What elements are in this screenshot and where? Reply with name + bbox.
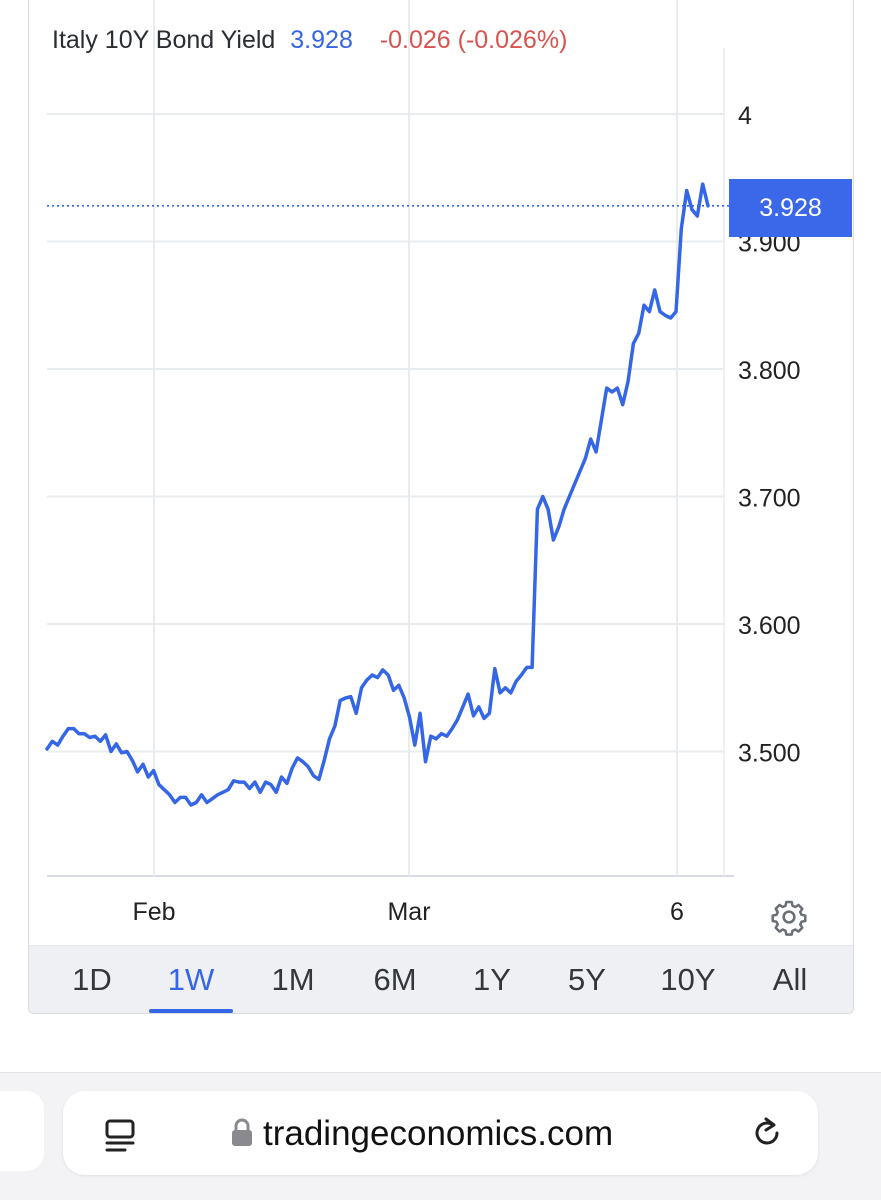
- y-tick-label: 3.500: [738, 740, 801, 768]
- price-change: -0.026 (-0.026%): [379, 26, 568, 54]
- gear-icon[interactable]: [770, 898, 808, 936]
- url-text[interactable]: tradingeconomics.com: [263, 1114, 614, 1153]
- x-tick-label: Feb: [132, 898, 175, 926]
- range-button-1m[interactable]: 1M: [271, 962, 315, 997]
- series-line: [45, 182, 710, 807]
- last-price: 3.928: [290, 26, 353, 54]
- range-button-all[interactable]: All: [772, 962, 808, 997]
- chart-header: Italy 10Y Bond Yield 3.928 -0.026 (-0.02…: [52, 26, 567, 55]
- browser-toolbar: tradingeconomics.com: [0, 1072, 881, 1200]
- y-tick-label: 4: [738, 102, 752, 130]
- current-price-badge: 3.928: [729, 179, 852, 237]
- address-bar[interactable]: tradingeconomics.com: [63, 1091, 818, 1175]
- chart-title: Italy 10Y Bond Yield: [52, 26, 276, 54]
- previous-tab-preview[interactable]: [0, 1091, 44, 1171]
- chart-card: [28, 0, 854, 1014]
- reload-icon[interactable]: [747, 1113, 787, 1153]
- range-button-1y[interactable]: 1Y: [473, 962, 511, 997]
- range-button-1d[interactable]: 1D: [72, 962, 112, 997]
- time-range-selector: 1D 1W 1M 6M 1Y 5Y 10Y All: [29, 945, 853, 1013]
- range-button-5y[interactable]: 5Y: [568, 962, 606, 997]
- page-menu-icon[interactable]: [101, 1115, 141, 1155]
- y-tick-label: 3.700: [738, 485, 801, 513]
- lock-icon: [232, 1118, 252, 1146]
- x-tick-label: 6: [670, 898, 684, 926]
- y-tick-label: 3.600: [738, 612, 801, 640]
- range-button-10y[interactable]: 10Y: [660, 962, 716, 997]
- y-tick-label: 3.800: [738, 357, 801, 385]
- x-tick-label: Mar: [387, 898, 430, 926]
- range-button-1w[interactable]: 1W: [146, 946, 236, 1014]
- range-button-6m[interactable]: 6M: [373, 962, 417, 997]
